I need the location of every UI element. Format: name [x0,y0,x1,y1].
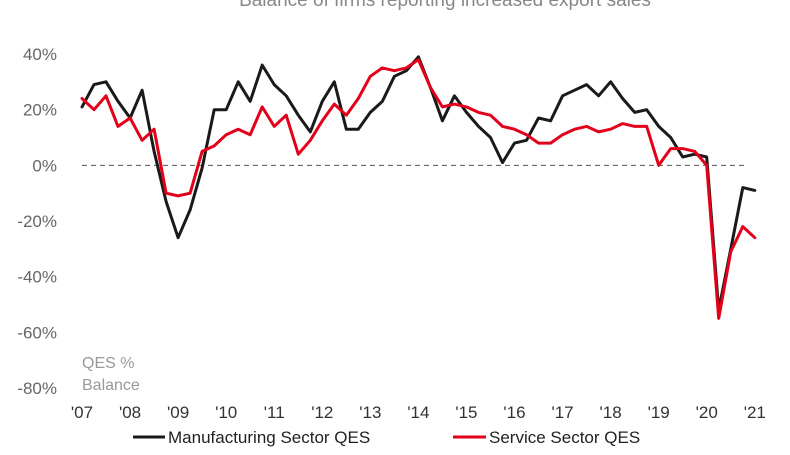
x-tick-label: '21 [744,403,766,422]
x-tick-label: '08 [119,403,141,422]
x-tick-label: '13 [359,403,381,422]
y-axis-label-line-2: Balance [82,377,140,394]
y-tick-label: -80% [17,379,57,398]
y-tick-label: -40% [17,268,57,287]
series-lines [80,55,757,320]
x-tick-label: '18 [600,403,622,422]
x-tick-label: '16 [503,403,525,422]
y-tick-label: 0% [32,156,57,175]
x-axis-ticks: '07 '08 '09 '10 '11 '12 '13 '14 '15 '16 '17 '18 '19 '… [71,403,766,422]
x-tick-label: '14 [407,403,429,422]
y-tick-label: -20% [17,212,57,231]
x-tick-label: '19 [648,403,670,422]
y-axis-label-line-1: QES % [82,355,134,372]
x-tick-label: '11 [264,403,285,422]
series-line-manufacturing [80,55,757,312]
y-axis-ticks: 40% 20% 0% -20% -40% -60% -80% [17,45,57,398]
y-tick-label: 20% [23,101,57,120]
x-tick-label: '09 [167,403,189,422]
legend-label-manufacturing: Manufacturing Sector QES [168,428,370,447]
x-tick-label: '15 [455,403,477,422]
x-tick-label: '17 [551,403,573,422]
series-line-service [80,58,757,320]
chart-title: Balance of firms reporting increased exp… [239,0,651,11]
legend-label-service: Service Sector QES [489,428,640,447]
x-tick-label: '12 [311,403,333,422]
y-tick-label: -60% [17,323,57,342]
legend: Manufacturing Sector QES Service Sector … [133,428,640,447]
y-tick-label: 40% [23,45,57,64]
x-tick-label: '07 [71,403,93,422]
x-tick-label: '10 [215,403,237,422]
x-tick-label: '20 [696,403,718,422]
